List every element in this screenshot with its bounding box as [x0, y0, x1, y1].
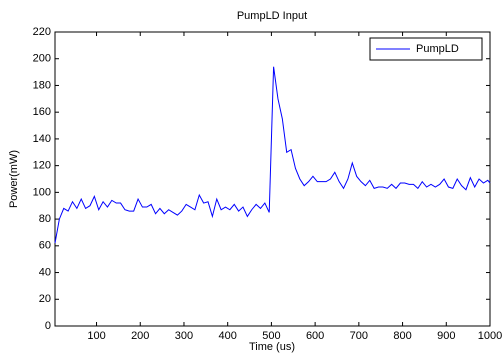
x-tick-label: 200 — [131, 330, 149, 342]
x-tick-label: 100 — [87, 330, 105, 342]
y-tick-label: 40 — [39, 266, 51, 278]
plot-area — [54, 31, 491, 327]
y-tick-label: 140 — [33, 133, 51, 145]
data-line — [54, 66, 491, 244]
y-tick-label: 160 — [33, 106, 51, 118]
y-tick-label: 180 — [33, 79, 51, 91]
x-tick-label: 400 — [219, 330, 237, 342]
legend-label: PumpLD — [416, 43, 459, 55]
x-tick-label: 1000 — [478, 330, 502, 342]
y-tick-label: 220 — [33, 26, 51, 38]
y-tick-label: 120 — [33, 160, 51, 172]
x-tick-label: 900 — [437, 330, 455, 342]
y-axis-label: Power(mW) — [8, 150, 20, 208]
x-tick-label: 500 — [262, 330, 280, 342]
y-tick-label: 200 — [33, 53, 51, 65]
y-tick-label: 60 — [39, 240, 51, 252]
x-tick-label: 300 — [175, 330, 193, 342]
y-tick-label: 100 — [33, 186, 51, 198]
legend-box — [369, 37, 483, 61]
y-tick-label: 0 — [45, 320, 51, 332]
x-tick-label: 800 — [393, 330, 411, 342]
y-tick-label: 20 — [39, 293, 51, 305]
y-tick-label: 80 — [39, 213, 51, 225]
x-axis-label: Time (us) — [249, 341, 295, 353]
chart-title: PumpLD Input — [237, 10, 307, 22]
x-tick-label: 700 — [350, 330, 368, 342]
x-tick-label: 600 — [306, 330, 324, 342]
